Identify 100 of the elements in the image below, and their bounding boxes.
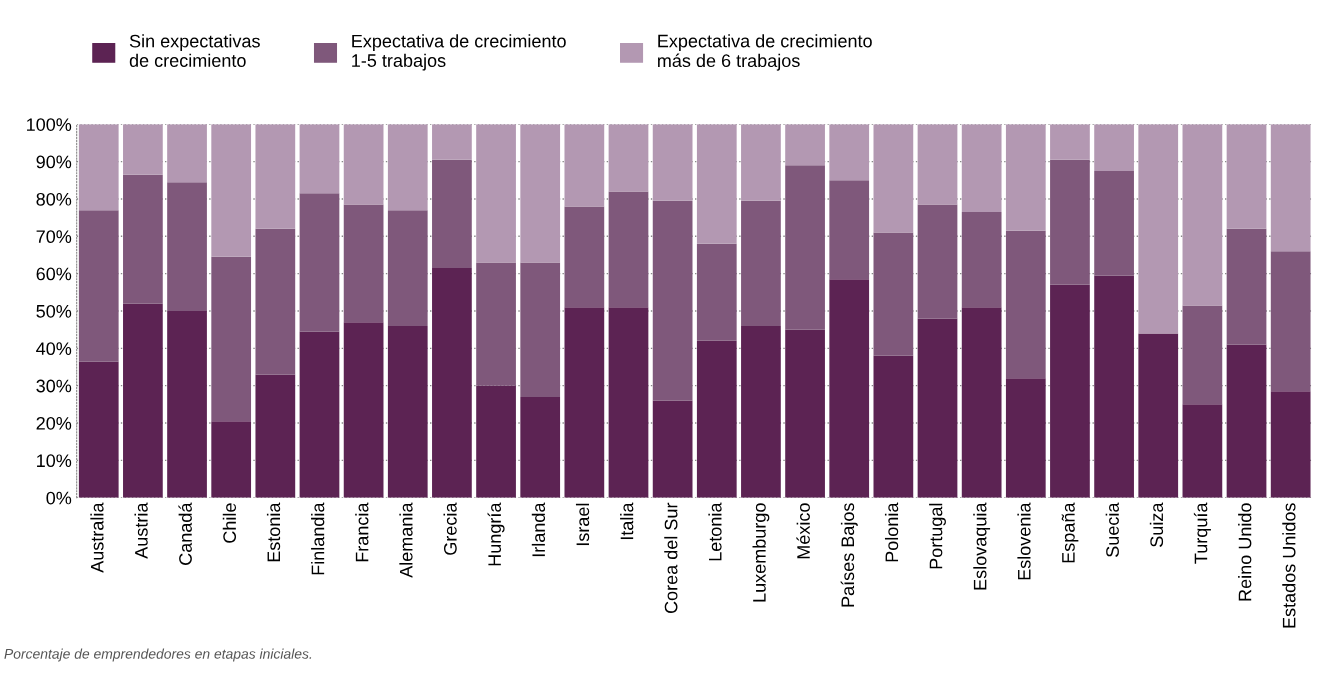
text: Porcentaje de emprendedores en etapas iniciales. (4, 648, 312, 662)
bar (652, 400, 693, 498)
bar (917, 124, 958, 205)
bar (961, 212, 1002, 308)
bar (1182, 124, 1223, 306)
bar (255, 228, 296, 375)
x-tick-label: Italia (620, 502, 634, 540)
bar (1005, 124, 1046, 231)
bar (1182, 305, 1223, 405)
bar (520, 396, 561, 498)
bar (1094, 124, 1134, 171)
legend-label: Expectativa de crecimiento más de 6 trabajos (658, 34, 872, 71)
bar (608, 307, 649, 498)
x-tick-label: Australia (90, 502, 104, 573)
bar (211, 124, 252, 257)
bar (78, 210, 119, 362)
bar (432, 124, 472, 160)
x-tick-label: Francia (355, 502, 369, 562)
bar (299, 193, 340, 332)
bar (78, 361, 119, 498)
x-tick-label: España (1061, 502, 1079, 563)
bar (343, 204, 384, 323)
bar (1050, 124, 1090, 160)
x-tick-label: Austria (134, 502, 148, 559)
x-tick-label: Finlandia (311, 502, 325, 575)
x-tick-label: Corea del Sur (664, 502, 678, 614)
bar (1270, 124, 1311, 252)
bar (1226, 344, 1267, 498)
x-tick-label: Eslovenia (1017, 502, 1031, 580)
bar (961, 124, 1002, 213)
bar (1138, 333, 1179, 498)
bar (1050, 159, 1090, 285)
bar (873, 355, 914, 498)
bar (785, 329, 825, 498)
x-tick-label: Países Bajos (840, 503, 858, 607)
bar (299, 124, 340, 194)
bar (785, 124, 825, 166)
bar (696, 124, 737, 244)
bar (167, 124, 207, 183)
bar (343, 124, 384, 205)
x-tick-label: Israel (575, 503, 590, 546)
bar (123, 174, 163, 304)
y-tick-label: 50% (36, 304, 72, 318)
bar (741, 200, 781, 326)
y-tick-label: 0% (46, 491, 72, 505)
bar (1138, 124, 1179, 334)
bar (741, 124, 781, 201)
x-tick-label: Polonia (884, 502, 899, 562)
bar (167, 310, 207, 498)
x-tick-label: Estonia (266, 502, 281, 562)
bar (917, 204, 958, 319)
y-tick-label: 40% (36, 342, 72, 356)
bar (1094, 275, 1134, 498)
x-tick-label: Suecia (1105, 502, 1119, 557)
x-tick-label: Estados Unidos (1282, 503, 1296, 628)
bar (1226, 228, 1267, 345)
x-tick-label: Luxemburgo (752, 503, 770, 602)
bar (476, 385, 516, 498)
bar (1094, 170, 1134, 276)
bar (961, 307, 1002, 498)
bar (829, 279, 870, 498)
bar (741, 325, 781, 498)
x-tick-label: Eslovaquia (973, 502, 991, 590)
bar (387, 210, 428, 326)
x-tick-label: Grecia (443, 502, 457, 555)
bar (387, 325, 428, 498)
y-tick-label: 60% (36, 267, 72, 281)
y-tick-label: 80% (36, 192, 72, 206)
bar (564, 124, 605, 207)
x-tick-label: Hungría (487, 502, 505, 566)
bar (696, 243, 737, 341)
x-tick-label: Letonia (708, 502, 722, 561)
bar (387, 124, 428, 211)
bar (432, 268, 472, 498)
x-tick-label: Reino Unido (1238, 503, 1252, 601)
bar (1226, 124, 1267, 229)
bar (608, 191, 649, 308)
bar (564, 307, 605, 498)
bar (564, 206, 605, 308)
bar (255, 374, 296, 498)
bar (432, 159, 472, 269)
bar (78, 124, 119, 211)
bar (829, 124, 870, 181)
bar (917, 318, 958, 498)
bar (652, 124, 693, 201)
bar (696, 340, 737, 498)
bar (785, 165, 825, 330)
legend-label: Expectativa de crecimiento 1-5 trabajos (352, 34, 566, 71)
bar (1270, 391, 1311, 498)
bar (343, 322, 384, 498)
y-tick-label: 30% (36, 379, 72, 393)
x-tick-label: México (796, 503, 810, 559)
bar (123, 124, 163, 175)
bar (211, 256, 252, 422)
bar (476, 262, 516, 386)
y-tick-label: 90% (36, 155, 72, 169)
x-tick-label: Alemania (399, 502, 413, 578)
bar (1005, 230, 1046, 379)
x-tick-label: Portugal (929, 503, 946, 569)
bar (476, 124, 516, 263)
